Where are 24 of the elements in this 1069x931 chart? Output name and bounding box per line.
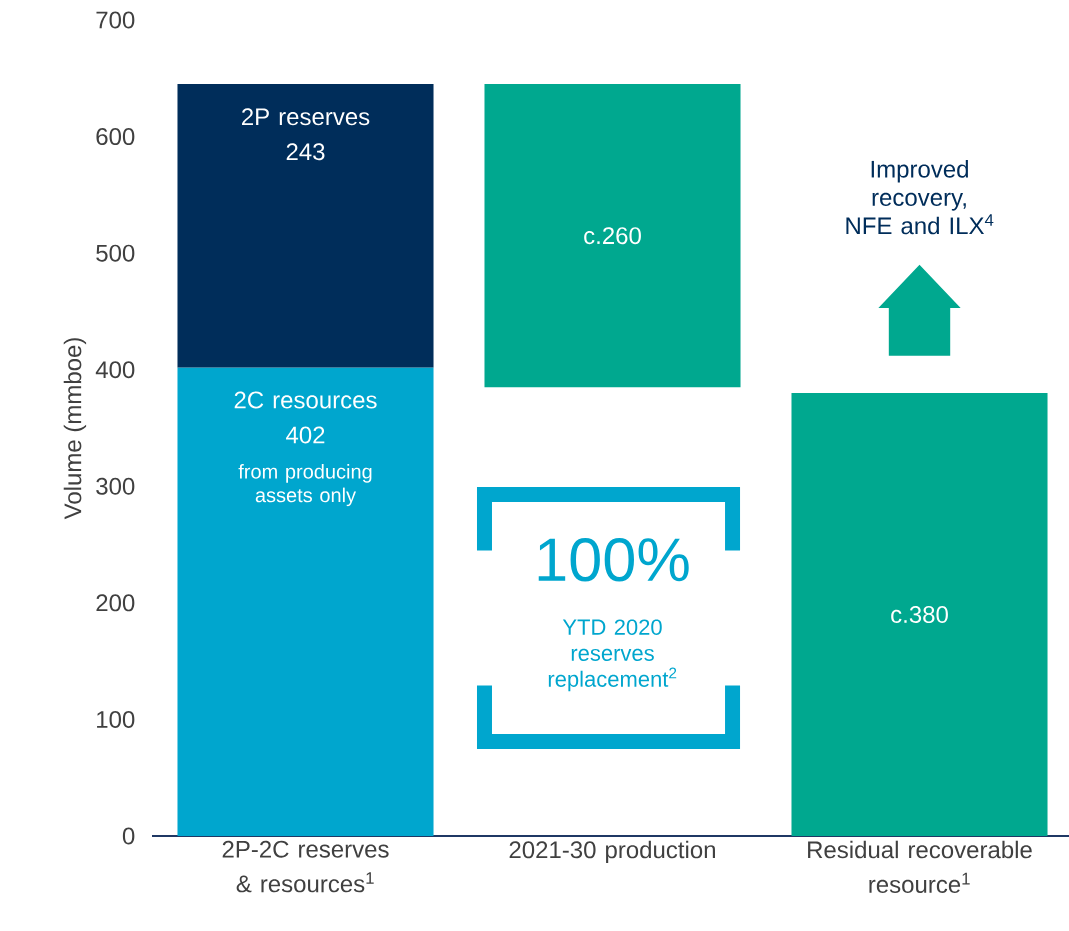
annotation: 2P reserves	[242, 108, 370, 126]
data-label: 243	[286, 143, 325, 161]
y-tick-label: 700	[96, 11, 135, 29]
annotation: Improved recovery, NFE and ILX$^{4}$	[846, 160, 994, 235]
data-label: c.260	[584, 227, 641, 245]
x-tick-label: 2021-30 production	[509, 840, 715, 864]
y-axis-title: Volume (mmboe)	[63, 338, 87, 520]
x-tick-label: Residual recoverable resource$^{1}$	[808, 840, 1032, 893]
annotation: YTD 2020 reserves replacement$^{2}$	[548, 619, 677, 692]
y-tick-label: 200	[96, 594, 135, 612]
annotation: from producing assets only	[238, 463, 372, 507]
bar	[177, 84, 434, 368]
annotation: 2C resources	[234, 391, 377, 409]
data-label: 402	[286, 426, 325, 444]
y-tick-label: 100	[97, 710, 135, 728]
y-tick-label: 500	[96, 244, 135, 262]
bar	[177, 367, 434, 836]
y-tick-label: 600	[96, 128, 135, 146]
data-label: c.380	[891, 606, 948, 623]
annotation: 100%	[538, 538, 689, 582]
y-tick-label: 0	[122, 827, 135, 845]
y-tick-label: 300	[96, 477, 135, 495]
x-tick-label: 2P-2C reserves & resources$^{1}$	[222, 840, 389, 893]
y-tick-label: 400	[95, 361, 135, 379]
